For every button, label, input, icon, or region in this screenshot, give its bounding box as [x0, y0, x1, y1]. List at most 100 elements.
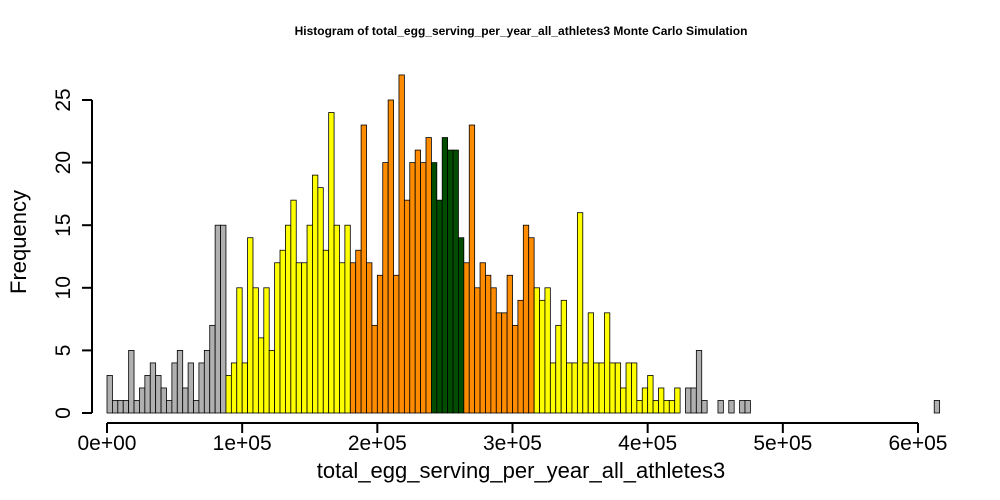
- histogram-bar: [209, 324, 216, 414]
- histogram-bar: [744, 400, 751, 414]
- histogram-bar: [382, 162, 389, 414]
- x-tick-label: 3e+05: [483, 432, 542, 455]
- histogram-bar: [355, 249, 362, 414]
- histogram-bar: [290, 199, 297, 414]
- histogram-bar: [241, 362, 248, 414]
- histogram-bar: [203, 349, 211, 414]
- histogram-bar: [106, 375, 113, 414]
- histogram-bar: [285, 224, 292, 414]
- histogram-bar: [933, 400, 941, 414]
- histogram-bar: [506, 274, 513, 414]
- y-axis: 0 5 10 15 20 25: [52, 88, 93, 419]
- histogram-bar: [279, 249, 286, 414]
- histogram-bar: [447, 149, 454, 414]
- histogram-bar: [539, 299, 546, 414]
- histogram-bar: [549, 362, 557, 414]
- histogram-bar: [214, 224, 221, 414]
- histogram-bar: [614, 362, 622, 414]
- x-tick-label: 5e+05: [753, 432, 812, 455]
- histogram-bar: [739, 400, 746, 414]
- y-tick-label: 15: [52, 214, 75, 237]
- histogram-bar: [387, 99, 394, 414]
- histogram-bar: [301, 262, 308, 414]
- histogram-bar: [593, 362, 600, 414]
- histogram-bar: [268, 349, 276, 414]
- histogram-bar: [133, 400, 140, 414]
- x-tick-label: 0e+00: [78, 432, 137, 455]
- histogram-bar: [171, 362, 178, 414]
- histogram-bar: [544, 287, 551, 414]
- histogram-bar: [155, 375, 162, 414]
- histogram-bar: [430, 162, 438, 414]
- histogram-bar: [274, 262, 281, 414]
- histogram-bar: [360, 124, 367, 414]
- histogram-bar: [328, 112, 335, 414]
- histogram-bar: [236, 287, 243, 414]
- histogram-bar: [582, 362, 589, 414]
- histogram-bar: [225, 375, 232, 414]
- histogram-bar: [176, 349, 184, 414]
- histogram-bar: [631, 362, 638, 414]
- x-axis-label: total_egg_serving_per_year_all_athletes3: [317, 458, 726, 483]
- y-tick-label: 10: [52, 276, 75, 299]
- histogram-bar: [166, 400, 173, 414]
- histogram-bar: [376, 274, 384, 414]
- x-tick-label: 1e+05: [213, 432, 272, 455]
- histogram-bar: [495, 312, 503, 414]
- histogram-bar: [609, 362, 616, 414]
- histogram-bars: [106, 74, 941, 414]
- histogram-bar: [198, 362, 205, 414]
- y-tick-label: 5: [52, 345, 75, 357]
- histogram-bar: [295, 262, 303, 414]
- histogram-bar: [160, 387, 167, 414]
- histogram-bar: [263, 287, 270, 414]
- histogram-bar: [598, 362, 605, 414]
- histogram-bar: [517, 299, 524, 414]
- histogram-bar: [344, 224, 351, 414]
- histogram-bar: [695, 349, 703, 414]
- histogram-bar: [252, 287, 259, 414]
- histogram-bar: [522, 224, 530, 414]
- histogram-bar: [652, 400, 659, 414]
- histogram-bar: [112, 400, 119, 414]
- histogram-bar: [479, 262, 486, 414]
- histogram-bar: [128, 349, 135, 414]
- y-tick-label: 20: [52, 151, 75, 174]
- histogram-bar: [339, 262, 346, 414]
- histogram-bar: [576, 212, 584, 414]
- histogram-bar: [144, 375, 151, 414]
- histogram-bar: [409, 162, 416, 414]
- histogram-bar: [414, 149, 421, 414]
- histogram-bar: [403, 199, 411, 414]
- histogram-bar: [441, 137, 449, 414]
- histogram-bar: [668, 400, 676, 414]
- histogram-bar: [306, 224, 313, 414]
- histogram-bar: [690, 387, 697, 414]
- histogram-bar: [257, 337, 265, 414]
- x-axis: 0e+00 1e+05 2e+05 3e+05 4e+05 5e+05 6e+05: [78, 422, 948, 455]
- histogram-bar: [555, 324, 562, 414]
- histogram-bar: [490, 287, 497, 414]
- histogram-bar: [393, 274, 400, 414]
- histogram-bar: [420, 162, 427, 414]
- histogram-bar: [349, 262, 357, 414]
- x-tick-label: 6e+05: [889, 432, 948, 455]
- histogram-bar: [533, 287, 540, 414]
- histogram-bar: [566, 362, 573, 414]
- histogram-bar: [117, 400, 124, 414]
- y-tick-label: 0: [52, 407, 75, 419]
- histogram-bar: [463, 262, 470, 414]
- histogram-bar: [247, 237, 254, 414]
- histogram-bar: [425, 137, 432, 414]
- histogram-bar: [636, 400, 643, 414]
- y-axis-label: Frequency: [6, 190, 31, 294]
- histogram-bar: [317, 187, 324, 414]
- x-tick-label: 4e+05: [618, 432, 677, 455]
- histogram-bar: [528, 237, 535, 414]
- histogram-bar: [187, 362, 194, 414]
- histogram-bar: [501, 312, 508, 414]
- histogram-bar: [371, 324, 378, 414]
- histogram-bar: [485, 274, 492, 414]
- histogram-bar: [625, 362, 632, 414]
